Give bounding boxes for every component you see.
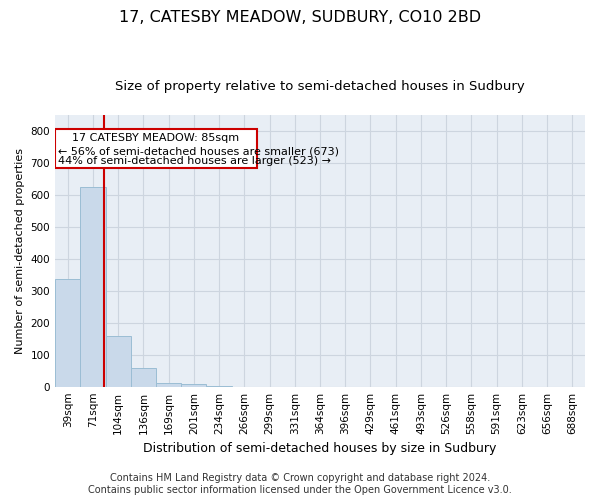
Bar (106, 336, 131, 386)
Title: Size of property relative to semi-detached houses in Sudbury: Size of property relative to semi-detach… (115, 80, 525, 93)
Text: ← 56% of semi-detached houses are smaller (673): ← 56% of semi-detached houses are smalle… (58, 146, 338, 156)
Text: 17, CATESBY MEADOW, SUDBURY, CO10 2BD: 17, CATESBY MEADOW, SUDBURY, CO10 2BD (119, 10, 481, 25)
Y-axis label: Number of semi-detached properties: Number of semi-detached properties (15, 148, 25, 354)
Bar (156, 382, 181, 386)
Text: 44% of semi-detached houses are larger (523) →: 44% of semi-detached houses are larger (… (58, 156, 331, 166)
Text: Contains HM Land Registry data © Crown copyright and database right 2024.
Contai: Contains HM Land Registry data © Crown c… (88, 474, 512, 495)
Bar (131, 368, 156, 386)
Bar (181, 384, 206, 386)
Bar (80, 187, 106, 386)
X-axis label: Distribution of semi-detached houses by size in Sudbury: Distribution of semi-detached houses by … (143, 442, 497, 455)
Bar (55, 130, 257, 168)
Text: 17 CATESBY MEADOW: 85sqm: 17 CATESBY MEADOW: 85sqm (73, 133, 239, 143)
Bar (55, 278, 80, 386)
